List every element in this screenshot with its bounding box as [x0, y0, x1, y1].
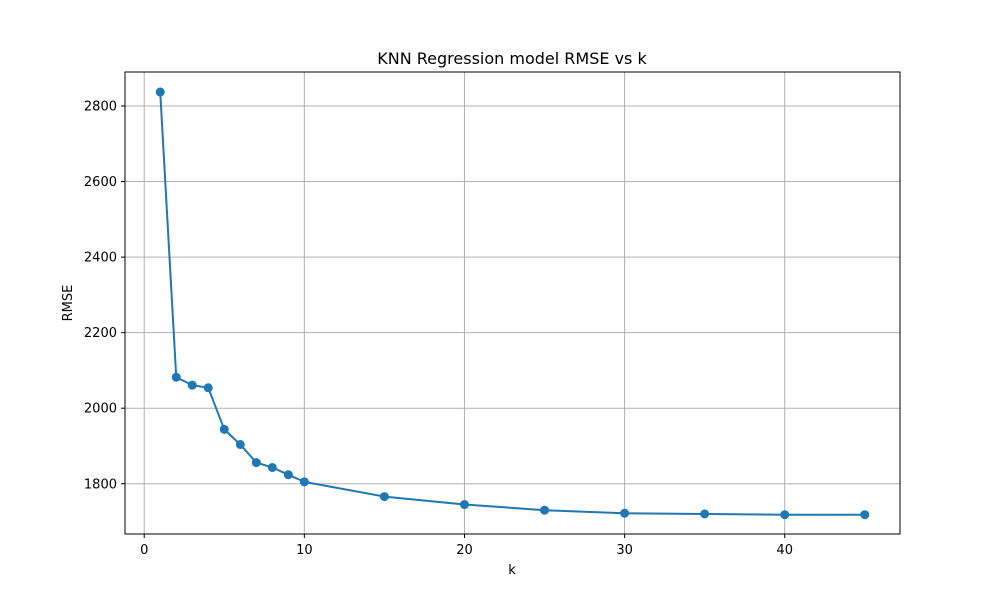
y-tick-label: 2200 — [84, 326, 117, 341]
data-point — [267, 463, 277, 473]
data-point — [251, 458, 261, 468]
data-point — [620, 508, 630, 518]
y-tick-label: 2000 — [84, 402, 117, 417]
data-point — [187, 380, 197, 390]
data-point — [219, 424, 229, 434]
plot-area-frame — [124, 71, 901, 535]
y-tick-label: 2800 — [84, 99, 117, 114]
data-point — [203, 383, 213, 393]
data-point — [299, 477, 309, 487]
y-axis-title: RMSE — [61, 285, 76, 322]
y-tick-label: 2400 — [84, 251, 117, 266]
data-point — [171, 372, 181, 382]
y-tick-label: 1800 — [84, 477, 117, 492]
data-point — [379, 492, 389, 502]
data-point — [700, 509, 710, 519]
axis-ticks: 0 10 20 30 40 1800 2000 2200 2400 2600 2800 — [84, 99, 793, 558]
x-axis-title: k — [508, 563, 516, 578]
data-point — [459, 500, 469, 510]
x-tick-label: 0 — [140, 543, 148, 558]
x-tick-label: 30 — [616, 543, 633, 558]
data-point — [283, 470, 293, 480]
x-tick-label: 10 — [296, 543, 313, 558]
x-tick-label: 20 — [456, 543, 473, 558]
series-layer — [155, 87, 870, 520]
chart-title: KNN Regression model RMSE vs k — [377, 49, 647, 68]
grid — [125, 72, 900, 534]
x-tick-label: 40 — [776, 543, 793, 558]
data-point — [780, 510, 790, 520]
data-point — [540, 505, 550, 515]
y-tick-label: 2600 — [84, 175, 117, 190]
data-point — [860, 510, 870, 520]
data-point — [235, 439, 245, 449]
data-point — [155, 87, 165, 97]
